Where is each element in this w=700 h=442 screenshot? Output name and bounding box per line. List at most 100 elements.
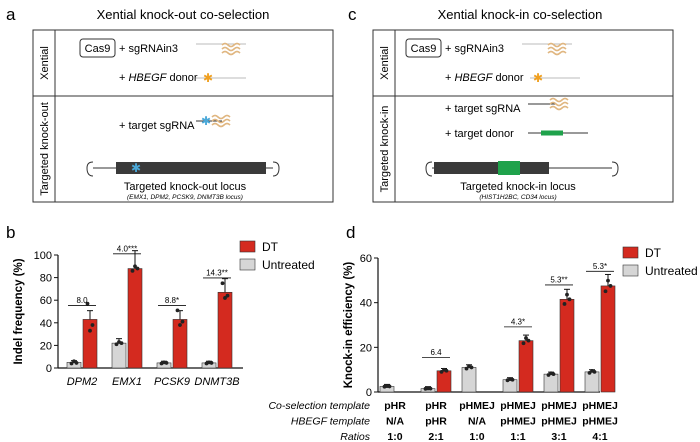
d-table-cell: pHR <box>384 400 406 412</box>
d-sig-label: 4.3* <box>511 317 525 326</box>
d-table-cell: pHMEJ <box>459 400 495 412</box>
d-table-row-label: Co-selection template <box>268 400 370 412</box>
panel-a-donor: + HBEGF donor <box>119 72 198 84</box>
d-bar-untreated <box>584 371 600 393</box>
panel-c-locus-bracket-left <box>425 161 433 177</box>
panel-c-sgrna: + sgRNAin3 <box>445 43 504 55</box>
b-data-point <box>223 296 227 300</box>
d-data-point <box>439 369 444 374</box>
panel-a-locus-bar <box>116 162 266 174</box>
d-data-point <box>567 297 572 302</box>
panel-c-donor-star-icon: ✱ <box>533 71 543 85</box>
d-bar-untreated <box>461 367 477 393</box>
d-table-cell: 2:1 <box>428 431 443 442</box>
b-data-point <box>119 341 124 346</box>
b-category-label: DPM2 <box>67 376 98 388</box>
panel-d-letter: d <box>346 223 355 242</box>
panel-a-locus-title: Targeted knock-out locus <box>124 181 247 193</box>
b-bar-dt <box>127 268 143 369</box>
b-bar-untreated <box>66 362 82 369</box>
d-table-cell: N/A <box>386 416 405 428</box>
b-data-point <box>178 323 182 327</box>
d-data-point <box>387 384 392 389</box>
d-table-cell: pHR <box>425 400 447 412</box>
b-legend-label-dt: DT <box>262 240 279 254</box>
d-bar-dt <box>518 340 534 393</box>
panel-a-row1-label: Xential <box>39 46 51 80</box>
chart-indel-frequency: 0 20 40 60 80 100 Indel frequency (%) 8.0 DPM2 4.… <box>13 240 315 388</box>
d-y-tick-label: 60 <box>360 253 372 265</box>
b-y-tick-label: 60 <box>40 295 52 307</box>
d-data-point <box>592 370 597 374</box>
b-data-point <box>90 323 95 327</box>
b-data-point <box>225 293 230 298</box>
d-table-cell: pHMEJ <box>541 400 577 412</box>
d-table-cell: 4:1 <box>592 431 607 442</box>
d-table-cell: pHMEJ <box>582 416 618 428</box>
panel-c-box <box>372 29 674 203</box>
panel-c-letter: c <box>348 5 357 24</box>
d-legend-label-dt: DT <box>645 246 662 260</box>
b-legend-swatch-dt <box>239 240 256 253</box>
panel-a-title: Xential knock-out co-selection <box>97 7 270 22</box>
panel-c-title: Xential knock-in co-selection <box>438 7 603 22</box>
panel-a-row2-label: Targeted knock-out <box>39 102 51 196</box>
b-data-point <box>114 342 119 347</box>
b-y-label: Indel frequency (%) <box>13 258 25 364</box>
panel-a-target-sgrna: + target sgRNA <box>119 120 195 132</box>
panel-a-sgrna: + sgRNAin3 <box>119 43 178 55</box>
panel-c-row1-label: Xential <box>379 46 391 80</box>
panel-a-locus-bracket-left <box>86 161 94 177</box>
d-legend-label-untreated: Untreated <box>645 264 698 278</box>
d-bar-dt <box>436 370 452 393</box>
panel-a-cas9-box <box>79 38 116 58</box>
panel-c-guide-rna-icon <box>547 42 567 56</box>
d-table-cell: pHMEJ <box>500 400 536 412</box>
panel-c-locus-bracket-right <box>611 161 619 177</box>
panel-c-locus-sub: (HIST1H2BC, CD34 locus) <box>479 194 556 201</box>
panel-a-guide-rna-icon <box>221 42 241 56</box>
panel-c-target-donor-insert <box>541 130 563 136</box>
b-bar-dt <box>217 291 233 369</box>
d-legend-swatch-untreated <box>622 264 639 277</box>
panel-c-locus-title: Targeted knock-in locus <box>460 181 576 193</box>
d-data-point <box>565 292 569 297</box>
b-data-point <box>69 361 74 366</box>
d-table-cell: 1:1 <box>510 431 525 442</box>
b-data-point <box>88 328 92 333</box>
b-data-point <box>220 281 225 286</box>
b-legend-swatch-untreated <box>239 258 256 271</box>
d-bar-dt <box>600 285 616 393</box>
b-category-label: EMX1 <box>112 376 142 388</box>
b-data-point <box>175 308 180 313</box>
d-table-row-label: HBEGF template <box>291 416 370 428</box>
b-sig-label: 4.0*** <box>117 244 137 253</box>
d-y-tick-label: 0 <box>366 387 372 399</box>
panel-c-target-sgrna: + target sgRNA <box>445 103 521 115</box>
d-sig-label: 6.4 <box>430 348 442 357</box>
b-y-tick-label: 100 <box>34 250 52 262</box>
b-data-point <box>180 319 185 324</box>
d-data-point <box>444 368 449 373</box>
panel-c-cas9: Cas9 <box>411 43 437 55</box>
panel-a-locus-sub: (EMX1, DPM2, PCSK9, DNMT3B locus) <box>127 194 243 201</box>
panel-a-locus-bracket-right <box>272 161 280 177</box>
d-data-point <box>524 336 528 340</box>
d-y-tick-label: 40 <box>360 298 372 310</box>
panel-a-letter: a <box>6 5 16 24</box>
d-data-point <box>562 302 567 306</box>
b-data-point <box>209 361 214 365</box>
b-legend-label-untreated: Untreated <box>262 258 315 272</box>
d-legend-swatch-dt <box>622 246 639 259</box>
d-y-tick-label: 20 <box>360 342 372 354</box>
d-data-point <box>510 377 515 382</box>
b-data-point <box>74 361 79 365</box>
b-y-tick-label: 0 <box>46 363 52 375</box>
panel-a-box <box>32 29 334 203</box>
d-data-point <box>469 365 474 370</box>
panel-c-row2-label: Targeted knock-in <box>379 106 391 193</box>
d-table-cell: pHR <box>425 416 447 428</box>
d-table-cell: 1:0 <box>387 431 402 442</box>
d-data-point <box>464 366 469 371</box>
